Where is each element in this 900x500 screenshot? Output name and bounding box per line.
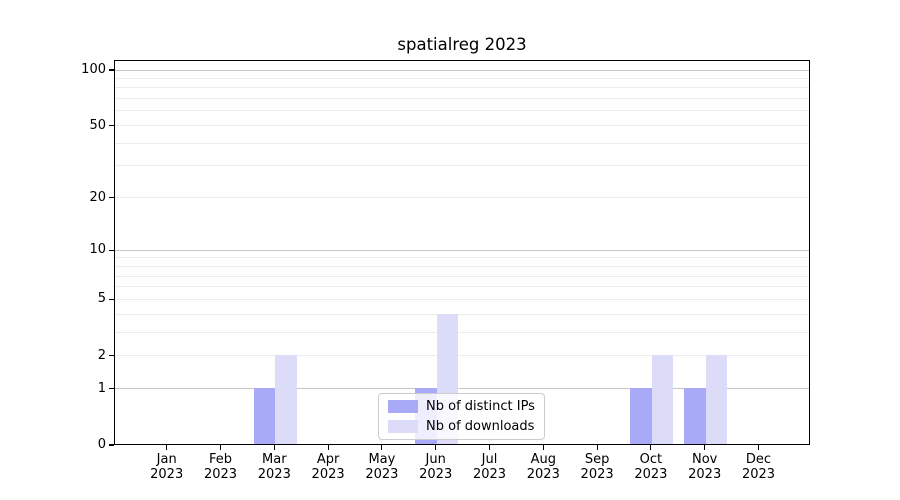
minor-gridline [115, 355, 809, 357]
y-tick-label: 20 [89, 189, 106, 205]
x-tick-label-month: Oct [639, 452, 663, 467]
y-tick-label: 0 [97, 437, 106, 452]
bar-nb-of-distinct-ips-mar-2023 [253, 388, 276, 444]
x-tick-label: Oct 2023 [619, 452, 683, 482]
major-gridline [115, 249, 809, 251]
bar-nb-of-downloads-oct-2023 [651, 355, 674, 444]
minor-gridline [115, 165, 809, 167]
x-tick-label-year: 2023 [150, 467, 184, 482]
x-tick-label-year: 2023 [688, 467, 722, 482]
bar-nb-of-downloads-mar-2023 [275, 355, 297, 444]
x-tick-label-year: 2023 [257, 467, 291, 482]
y-tick-mark [109, 249, 114, 251]
minor-gridline [115, 142, 809, 144]
y-tick-mark [109, 69, 114, 71]
legend-item-downloads: Nb of downloads [388, 419, 535, 434]
y-tick-mark [109, 444, 114, 446]
x-tick-label: Jan 2023 [135, 452, 199, 482]
minor-gridline [115, 275, 809, 277]
x-tick-label-year: 2023 [472, 467, 507, 482]
x-tick-label-month: May [368, 452, 396, 467]
plot-area [114, 60, 810, 445]
x-tick-mark [273, 445, 275, 450]
y-tick-label: 10 [89, 242, 106, 258]
x-tick-label: Mar 2023 [242, 452, 306, 482]
x-tick-label: May 2023 [350, 452, 414, 482]
x-tick-mark [381, 445, 383, 450]
x-tick-mark [596, 445, 598, 450]
x-tick-label: Nov 2023 [673, 452, 737, 482]
y-tick-mark [109, 197, 114, 199]
x-tick-mark [704, 445, 706, 450]
y-tick-label: 50 [89, 117, 106, 133]
x-tick-label: Feb 2023 [189, 452, 253, 482]
x-tick-label-month: Jun [425, 452, 446, 467]
bar-nb-of-distinct-ips-oct-2023 [630, 388, 652, 444]
x-tick-label-year: 2023 [526, 467, 560, 482]
x-tick-label-month: Mar [262, 452, 287, 467]
x-tick-label-year: 2023 [203, 467, 238, 482]
x-tick-label-month: Aug [530, 452, 556, 467]
x-tick-label: Jun 2023 [404, 452, 468, 482]
x-tick-label-year: 2023 [419, 467, 453, 482]
y-tick-label: 5 [97, 291, 106, 307]
x-tick-label-month: Feb [208, 452, 233, 467]
chart-title: spatialreg 2023 [397, 35, 527, 54]
y-tick-label: 1 [97, 380, 106, 396]
major-gridline [115, 388, 809, 390]
y-tick-mark [109, 355, 114, 357]
x-tick-label: Dec 2023 [727, 452, 791, 482]
legend-label-distinct-ips: Nb of distinct IPs [426, 399, 535, 414]
x-tick-mark [166, 445, 168, 450]
x-tick-label-month: Jul [481, 452, 498, 467]
x-tick-mark [435, 445, 437, 450]
y-tick-mark [109, 298, 114, 300]
x-tick-label: Sep 2023 [565, 452, 629, 482]
x-tick-mark [327, 445, 329, 450]
minor-gridline [115, 257, 809, 259]
x-tick-mark [757, 445, 760, 450]
x-tick-mark [650, 445, 652, 450]
x-tick-label-month: Apr [316, 452, 340, 467]
y-tick-mark [109, 124, 114, 127]
legend-item-distinct-ips: Nb of distinct IPs [388, 399, 535, 414]
x-tick-label-month: Nov [692, 452, 718, 467]
bar-nb-of-downloads-nov-2023 [705, 355, 728, 444]
minor-gridline [115, 298, 809, 300]
y-tick-mark [109, 388, 114, 390]
minor-gridline [115, 125, 809, 127]
y-tick-label: 2 [97, 347, 106, 363]
legend: Nb of distinct IPs Nb of downloads [378, 393, 545, 440]
minor-gridline [115, 110, 809, 112]
legend-swatch-distinct-ips-icon [388, 400, 418, 413]
minor-gridline [115, 197, 809, 199]
major-gridline [115, 69, 809, 71]
x-tick-label: Jul 2023 [458, 452, 522, 482]
x-tick-label-year: 2023 [365, 467, 399, 482]
legend-label-downloads: Nb of downloads [426, 419, 535, 434]
minor-gridline [115, 313, 809, 315]
bar-nb-of-distinct-ips-nov-2023 [684, 388, 706, 444]
x-tick-label-year: 2023 [741, 467, 776, 482]
minor-gridline [115, 265, 809, 267]
minor-gridline [115, 77, 809, 79]
x-tick-label-year: 2023 [311, 467, 345, 482]
x-tick-label-month: Sep [584, 452, 610, 467]
x-tick-label-year: 2023 [580, 467, 614, 482]
minor-gridline [115, 98, 809, 100]
x-tick-mark [219, 445, 222, 450]
x-tick-label: Aug 2023 [511, 452, 575, 482]
x-tick-mark [542, 445, 544, 450]
minor-gridline [115, 87, 809, 89]
minor-gridline [115, 331, 809, 333]
x-tick-label-year: 2023 [634, 467, 668, 482]
x-tick-mark [488, 445, 491, 450]
x-tick-label-month: Jan [156, 452, 177, 467]
legend-swatch-downloads-icon [388, 420, 418, 433]
minor-gridline [115, 286, 809, 288]
x-tick-label: Apr 2023 [296, 452, 360, 482]
y-tick-label: 100 [81, 62, 106, 77]
x-tick-label-month: Dec [745, 452, 772, 467]
